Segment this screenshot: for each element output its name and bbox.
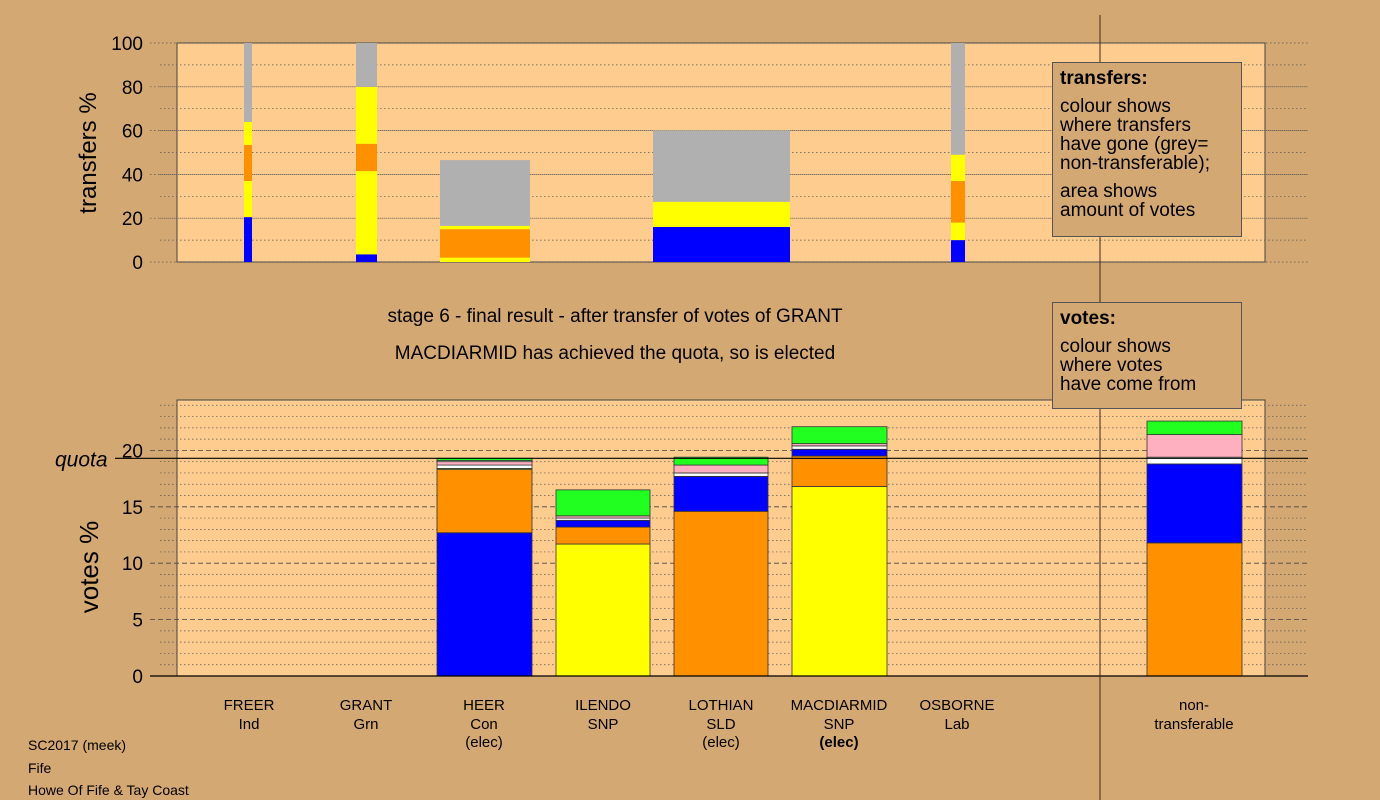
transfer-segment: [951, 43, 965, 155]
vote-segment: [555, 489, 651, 517]
transfers-tick-label: 40: [122, 165, 143, 186]
candidate-name-label: non-: [1179, 697, 1209, 714]
votes-tick-label: 10: [122, 554, 143, 575]
vote-segment: [791, 455, 888, 487]
footer-ward: Howe Of Fife & Tay Coast: [28, 782, 189, 798]
candidate-name-label: HEER: [463, 697, 505, 714]
votes-tick-label: 0: [132, 667, 143, 688]
transfer-segment: [244, 43, 252, 122]
result-caption: MACDIARMID has achieved the quota, so is…: [394, 343, 836, 364]
transfers-legend-line: amount of votes: [1060, 200, 1196, 221]
vote-segment: [555, 519, 651, 528]
candidate-party-label: SLD: [706, 716, 735, 733]
candidate-status-label: (elec): [819, 734, 858, 751]
transfers-tick-label: 100: [111, 34, 143, 55]
transfers-legend-line: where transfers: [1060, 115, 1191, 136]
footer-council: Fife: [28, 760, 52, 776]
vote-segment: [436, 461, 533, 466]
votes-legend-line: where votes: [1060, 355, 1163, 376]
transfer-segment: [653, 130, 790, 202]
vote-segment: [555, 526, 651, 545]
candidate-party-label: Ind: [239, 716, 260, 733]
candidate-party-label: Con: [470, 716, 498, 733]
candidate-party-label: SNP: [824, 716, 855, 733]
transfers-legend-title: transfers:: [1060, 68, 1148, 89]
candidate-name-label: OSBORNE: [919, 697, 994, 714]
transfers-legend-line: non-transferable);: [1060, 153, 1210, 174]
votes-tick-label: 20: [122, 441, 143, 462]
candidate-party-label: Lab: [944, 716, 969, 733]
transfer-segment: [440, 257, 530, 262]
vote-segment: [436, 464, 533, 469]
candidate-party-label: transferable: [1154, 716, 1233, 733]
candidate-status-label: (elec): [465, 734, 503, 751]
transfer-segment: [244, 180, 252, 218]
vote-segment: [673, 464, 769, 474]
transfers-legend-line: have gone (grey=: [1060, 134, 1209, 155]
vote-segment: [791, 448, 888, 457]
transfer-segment: [440, 225, 530, 230]
candidate-name-label: LOTHIAN: [688, 697, 753, 714]
transfers-tick-label: 0: [132, 253, 143, 274]
transfer-segment: [440, 229, 530, 258]
votes-axis-title: votes %: [74, 521, 104, 614]
transfer-segment: [951, 240, 965, 262]
vote-segment: [791, 445, 888, 450]
candidate-name-label: ILENDO: [575, 697, 631, 714]
candidate-name-label: GRANT: [340, 697, 393, 714]
transfer-segment: [356, 143, 377, 172]
candidate-party-label: Grn: [353, 716, 378, 733]
votes-legend-title: votes:: [1060, 308, 1116, 329]
vote-segment: [673, 472, 769, 477]
transfer-segment: [951, 180, 965, 223]
candidate-status-label: (elec): [702, 734, 740, 751]
transfer-segment: [951, 222, 965, 241]
quota-label: quota: [55, 448, 108, 471]
transfer-segment: [244, 121, 252, 145]
transfers-axis-title: transfers %: [75, 92, 102, 213]
transfers-legend-line: colour shows: [1060, 96, 1171, 117]
vote-segment: [673, 475, 769, 512]
vote-segment: [436, 469, 533, 534]
vote-segment: [1146, 463, 1243, 544]
transfer-segment: [244, 144, 252, 181]
transfer-segment: [356, 254, 377, 262]
votes-tick-label: 5: [132, 611, 143, 632]
vote-segment: [555, 543, 651, 677]
transfer-segment: [440, 160, 530, 226]
vote-segment: [1146, 420, 1243, 436]
transfer-segment: [951, 154, 965, 181]
transfer-segment: [356, 86, 377, 144]
vote-segment: [791, 426, 888, 445]
votes-legend-line: colour shows: [1060, 336, 1171, 357]
votes-legend: votes: colour shows where votes have com…: [1052, 302, 1242, 409]
vote-segment: [436, 532, 533, 677]
transfer-segment: [244, 217, 252, 262]
vote-segment: [1146, 542, 1243, 677]
transfers-tick-label: 20: [122, 209, 143, 230]
transfers-tick-label: 60: [122, 122, 143, 143]
transfer-segment: [356, 43, 377, 87]
transfers-tick-label: 80: [122, 78, 143, 99]
candidate-name-label: FREER: [224, 697, 275, 714]
vote-segment: [673, 456, 769, 466]
candidate-name-label: MACDIARMID: [791, 697, 888, 714]
vote-segment: [673, 510, 769, 677]
transfer-segment: [356, 171, 377, 255]
votes-tick-label: 15: [122, 498, 143, 519]
vote-segment: [791, 486, 888, 677]
transfer-segment: [653, 226, 790, 262]
candidate-party-label: SNP: [588, 716, 619, 733]
footer-election: SC2017 (meek): [28, 737, 127, 753]
vote-segment: [1146, 434, 1243, 458]
transfers-legend: transfers: colour shows where transfers …: [1052, 62, 1242, 237]
votes-legend-line: have come from: [1060, 374, 1197, 395]
stage-caption: stage 6 - final result - after transfer …: [387, 306, 843, 327]
transfer-segment: [653, 201, 790, 227]
transfers-legend-line: area shows: [1060, 181, 1158, 202]
